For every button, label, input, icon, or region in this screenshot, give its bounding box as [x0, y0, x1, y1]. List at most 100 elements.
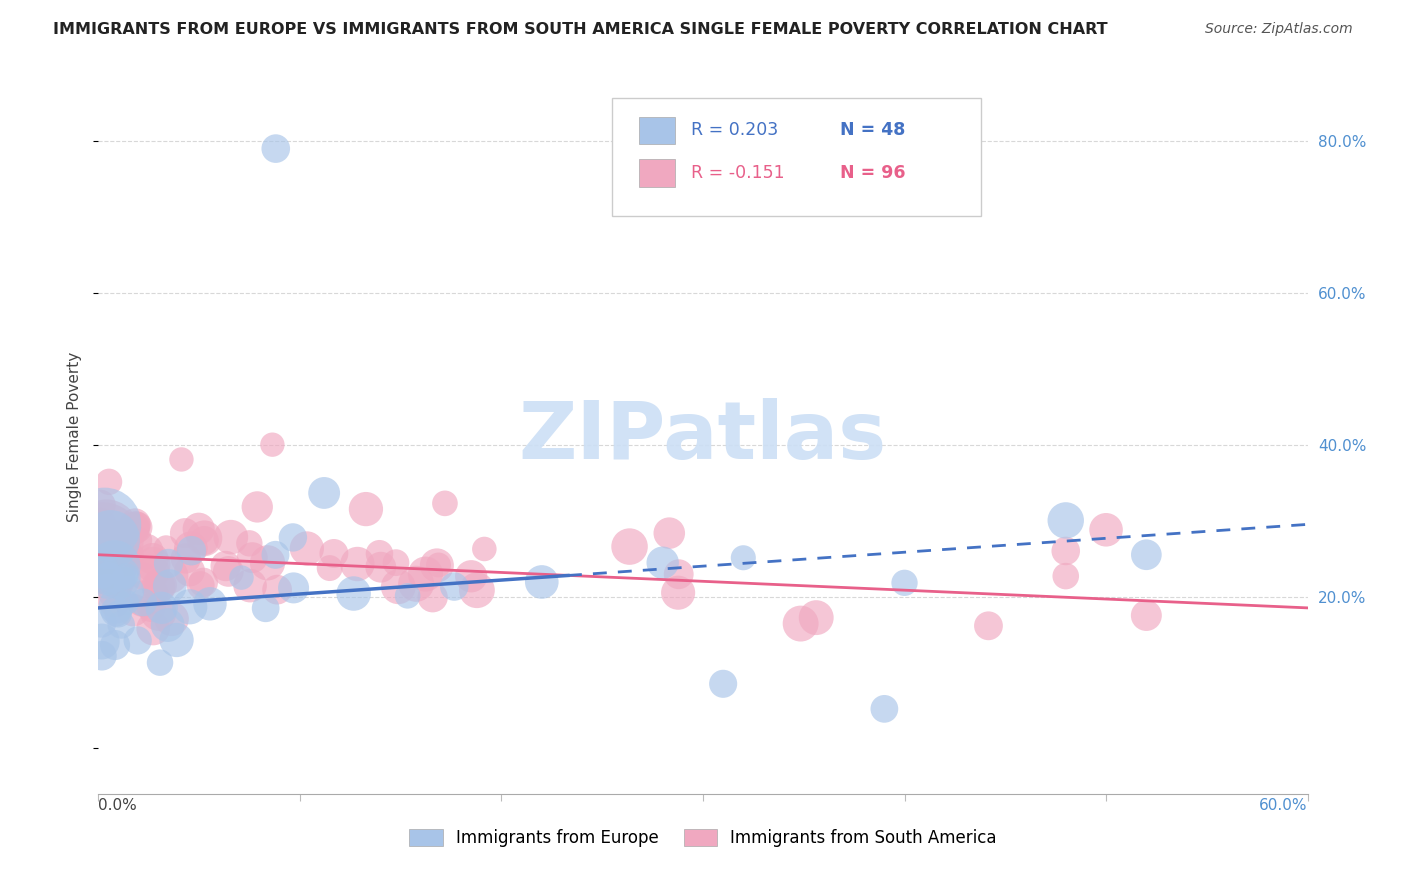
Point: [97, 569, 120, 583]
Point: [789, 616, 811, 631]
Point: [107, 607, 129, 621]
Point: [239, 579, 262, 593]
Point: [238, 536, 260, 550]
Point: [354, 502, 377, 516]
Point: [142, 552, 165, 566]
Point: [149, 656, 172, 670]
Point: [145, 585, 167, 599]
Point: [103, 542, 125, 557]
Point: [117, 549, 139, 563]
Point: [387, 580, 409, 594]
Point: [433, 496, 456, 510]
Point: [105, 599, 128, 613]
Point: [198, 597, 221, 611]
Point: [96, 524, 118, 539]
Point: [1054, 513, 1077, 527]
Point: [104, 638, 127, 652]
Point: [132, 595, 155, 609]
Point: [174, 526, 197, 541]
Point: [658, 526, 681, 541]
Point: [112, 571, 135, 585]
Point: [89, 574, 111, 588]
Text: N = 96: N = 96: [839, 164, 905, 182]
Point: [100, 564, 122, 578]
Point: [90, 634, 112, 648]
Point: [105, 542, 128, 557]
Point: [122, 522, 145, 536]
Point: [118, 584, 141, 599]
Point: [370, 560, 392, 574]
Point: [107, 566, 129, 581]
FancyBboxPatch shape: [613, 98, 981, 216]
Point: [135, 544, 157, 558]
Text: N = 48: N = 48: [839, 121, 905, 139]
Point: [1054, 544, 1077, 558]
Point: [472, 541, 495, 556]
Point: [443, 580, 465, 594]
Point: [148, 579, 170, 593]
Point: [180, 541, 202, 556]
Point: [91, 530, 114, 544]
Point: [385, 556, 408, 570]
Point: [89, 516, 111, 531]
Point: [159, 579, 181, 593]
Point: [103, 594, 125, 608]
Text: 0.0%: 0.0%: [98, 797, 138, 813]
Point: [415, 567, 437, 582]
Point: [107, 570, 129, 584]
Point: [314, 486, 336, 500]
Point: [190, 578, 212, 592]
Point: [180, 543, 202, 558]
Point: [193, 531, 215, 545]
Point: [460, 569, 482, 583]
Text: R = 0.203: R = 0.203: [690, 121, 778, 139]
Point: [157, 557, 180, 571]
Point: [103, 585, 125, 599]
Point: [396, 589, 419, 603]
Point: [103, 559, 125, 574]
Point: [155, 541, 177, 555]
Point: [254, 601, 277, 615]
Point: [322, 546, 344, 560]
Point: [124, 516, 146, 531]
Point: [89, 560, 111, 574]
Point: [90, 648, 112, 663]
Point: [264, 548, 287, 562]
Point: [112, 533, 135, 547]
Point: [422, 591, 444, 605]
Point: [405, 576, 427, 591]
Point: [125, 520, 148, 534]
Point: [100, 555, 122, 569]
Point: [1095, 523, 1118, 537]
Point: [215, 559, 238, 574]
Point: [246, 500, 269, 514]
Point: [666, 585, 689, 599]
Point: [170, 452, 193, 467]
Y-axis label: Single Female Poverty: Single Female Poverty: [67, 352, 83, 522]
Point: [240, 550, 263, 565]
Point: [93, 517, 115, 532]
Point: [733, 550, 755, 565]
FancyBboxPatch shape: [638, 160, 675, 186]
Point: [159, 568, 181, 582]
Point: [174, 551, 197, 566]
Point: [262, 438, 284, 452]
Point: [90, 615, 112, 630]
Point: [89, 535, 111, 549]
Point: [426, 558, 449, 573]
Point: [148, 606, 170, 620]
Point: [166, 632, 188, 647]
Point: [295, 541, 318, 556]
Point: [91, 536, 114, 550]
Point: [465, 583, 488, 598]
Point: [131, 569, 153, 583]
Point: [101, 547, 124, 561]
Point: [187, 522, 209, 536]
Point: [90, 566, 112, 581]
Point: [149, 578, 172, 592]
Point: [100, 533, 122, 547]
Point: [115, 568, 138, 582]
Point: [873, 702, 896, 716]
Point: [231, 571, 253, 585]
Point: [115, 595, 138, 609]
